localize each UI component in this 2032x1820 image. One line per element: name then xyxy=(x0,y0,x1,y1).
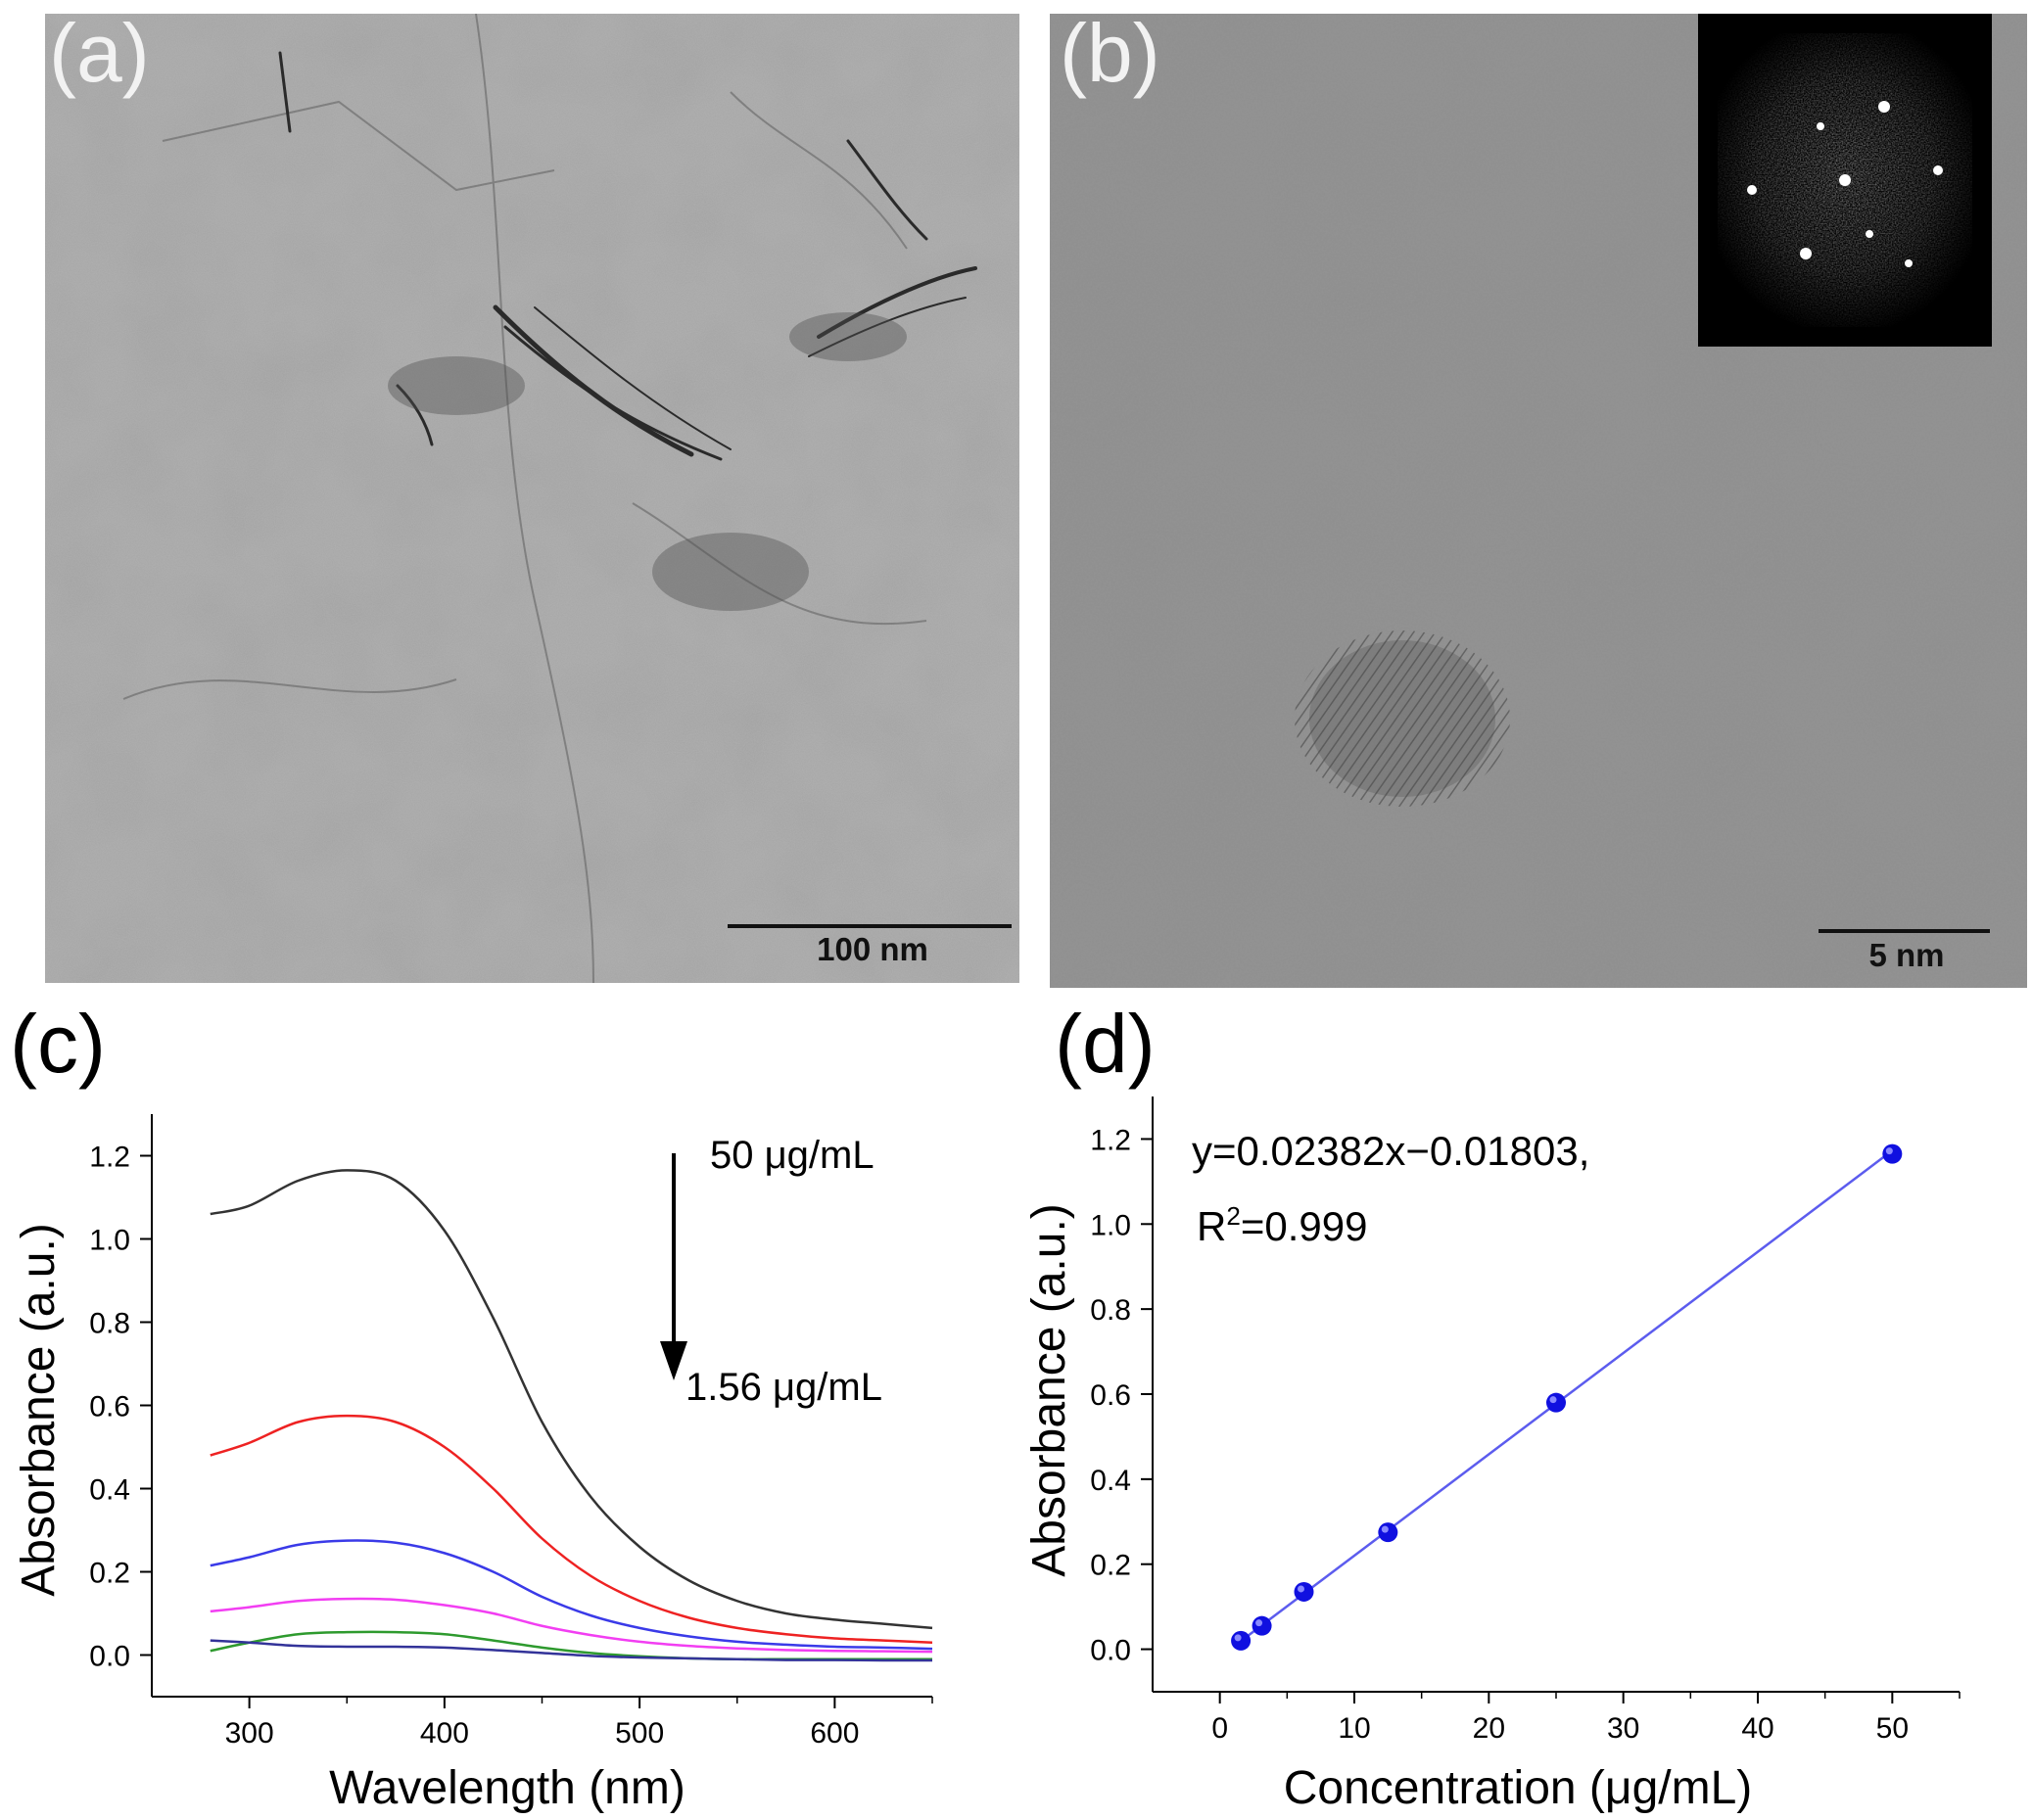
y-tick-label-c: 0.6 xyxy=(89,1391,130,1423)
x-tick-label-d: 0 xyxy=(1211,1712,1228,1745)
plot-area-d: 0.0 0.2 0.4 0.6 0.8 1.0 1.2 0 10 20 30 40 50 xyxy=(1090,1097,1961,1745)
scale-bar-a xyxy=(728,924,1012,928)
y-tick-label-d: 0.4 xyxy=(1090,1465,1131,1497)
x-tick-label-d: 50 xyxy=(1876,1712,1909,1745)
data-point xyxy=(1294,1581,1314,1602)
fit-line xyxy=(1240,1149,1894,1643)
panel-letter-a: (a) xyxy=(49,7,150,99)
y-tick-label-c: 1.0 xyxy=(89,1225,130,1257)
spectrum-line-red xyxy=(210,1414,933,1644)
y-tick-label-c: 0.4 xyxy=(89,1474,130,1507)
fft-inset xyxy=(1698,14,1992,347)
calibration-curve-chart: (d) 0.0 0.2 0.4 0.6 0.8 1.0 1.2 0 10 20 30 40 50 Abs… xyxy=(1023,998,1961,1814)
x-axis-label-c: Wavelength (nm) xyxy=(329,1762,685,1814)
y-tick-label-d: 0.2 xyxy=(1090,1550,1131,1582)
fit-equation: y=0.02382x−0.01803, xyxy=(1192,1128,1589,1174)
y-tick-label-d: 0.0 xyxy=(1090,1635,1131,1667)
y-axis-label-d: Absorbance (a.u.) xyxy=(1023,1203,1075,1577)
r-squared-label: R2=0.999 xyxy=(1197,1201,1367,1249)
absorbance-spectra-chart: (c) 0.0 0.2 0.4 0.6 0.8 1.0 1.2 300 400 500 600 Ab… xyxy=(10,998,933,1814)
data-point xyxy=(1882,1143,1903,1164)
data-point-highlight xyxy=(1885,1147,1893,1155)
data-point-highlight xyxy=(1234,1634,1242,1642)
r-squared-superscript: 2 xyxy=(1226,1201,1240,1231)
data-point xyxy=(1378,1522,1398,1543)
data-point-highlight xyxy=(1255,1619,1263,1627)
x-axis-label-d: Concentration (μg/mL) xyxy=(1284,1762,1753,1814)
y-tick-label-c: 1.2 xyxy=(89,1142,130,1174)
annotation-bottom-concentration: 1.56 μg/mL xyxy=(685,1366,882,1409)
y-axis-label-c: Absorbance (a.u.) xyxy=(13,1223,65,1597)
y-tick-label-d: 1.0 xyxy=(1090,1209,1131,1241)
scale-bar-b xyxy=(1819,929,1990,933)
hrtem-image-panel-b: (b) 5 nm xyxy=(1050,7,2027,988)
x-tick-label-c: 500 xyxy=(615,1717,664,1750)
r-squared-symbol: R xyxy=(1197,1203,1226,1249)
data-point-highlight xyxy=(1298,1585,1304,1593)
data-point xyxy=(1546,1392,1566,1413)
data-point-highlight xyxy=(1381,1525,1389,1533)
spectrum-line-magenta xyxy=(210,1597,933,1654)
x-tick-label-d: 30 xyxy=(1607,1712,1639,1745)
r-squared-value: =0.999 xyxy=(1241,1203,1368,1249)
y-tick-label-c: 0.0 xyxy=(89,1641,130,1673)
tem-image-panel-a: (a) 100 nm xyxy=(45,7,1019,983)
y-tick-label-d: 0.6 xyxy=(1090,1379,1131,1412)
data-point xyxy=(1252,1615,1272,1636)
y-tick-label-c: 0.2 xyxy=(89,1558,130,1590)
data-point xyxy=(1231,1630,1252,1651)
data-point-highlight xyxy=(1549,1396,1557,1404)
concentration-arrow xyxy=(660,1153,687,1380)
panel-letter-b: (b) xyxy=(1060,7,1160,99)
plot-area-c: 0.0 0.2 0.4 0.6 0.8 1.0 1.2 300 400 500 600 xyxy=(89,1114,933,1750)
spectrum-line-black xyxy=(210,1169,933,1630)
annotation-top-concentration: 50 μg/mL xyxy=(710,1134,874,1177)
scale-bar-label-a: 100 nm xyxy=(817,931,928,967)
x-tick-label-c: 600 xyxy=(810,1717,859,1750)
x-tick-label-d: 20 xyxy=(1473,1712,1505,1745)
spectrum-line-blue xyxy=(210,1539,933,1651)
panel-letter-d: (d) xyxy=(1055,998,1156,1090)
x-tick-label-c: 300 xyxy=(225,1717,274,1750)
x-tick-label-c: 400 xyxy=(420,1717,469,1750)
y-tick-label-d: 1.2 xyxy=(1090,1124,1131,1156)
scale-bar-label-b: 5 nm xyxy=(1868,937,1945,973)
x-tick-label-d: 40 xyxy=(1741,1712,1773,1745)
tem-micrograph-b xyxy=(1050,14,2027,988)
spectrum-line-navy xyxy=(210,1639,933,1662)
x-tick-label-d: 10 xyxy=(1338,1712,1370,1745)
y-tick-label-c: 0.8 xyxy=(89,1308,130,1340)
tem-micrograph-a xyxy=(45,14,1019,983)
y-tick-label-d: 0.8 xyxy=(1090,1294,1131,1327)
panel-letter-c: (c) xyxy=(10,998,106,1090)
